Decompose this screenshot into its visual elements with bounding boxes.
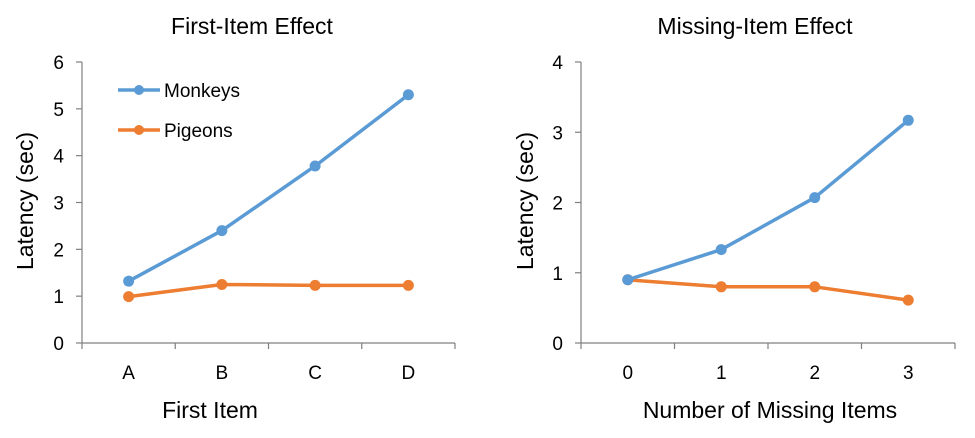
data-point-pigeons (309, 279, 321, 291)
legend-label-pigeons: Pigeons (164, 121, 233, 142)
data-point-monkeys (402, 89, 414, 101)
x-tick-label: D (402, 363, 416, 384)
legend-marker-monkeys (134, 85, 144, 95)
x-axis-label: First Item (162, 397, 258, 423)
data-point-pigeons (715, 281, 727, 293)
data-point-monkeys (216, 225, 228, 237)
y-tick-label: 2 (552, 194, 563, 215)
axes: 0 1 2 3 4 0 1 2 3 (552, 53, 956, 384)
x-axis-label: Number of Missing Items (643, 397, 897, 423)
x-tick-label: 0 (622, 363, 633, 384)
series-layer (622, 114, 914, 306)
series-line-pigeons (626, 278, 910, 302)
chart-title: First-Item Effect (171, 13, 333, 39)
chart-missing-item-effect: Missing-Item Effect Number of Missing It… (512, 13, 956, 423)
y-tick-label: 2 (53, 240, 64, 261)
series-line-pigeons (126, 282, 411, 299)
data-point-pigeons (902, 294, 914, 306)
data-point-monkeys (622, 274, 634, 286)
legend: Monkeys Pigeons (118, 81, 240, 142)
data-point-monkeys (309, 160, 321, 172)
series-line-monkeys (126, 93, 411, 283)
data-point-monkeys (715, 244, 727, 256)
y-tick-label: 0 (552, 334, 563, 355)
y-tick-label: 6 (53, 53, 64, 74)
data-point-pigeons (402, 279, 414, 291)
data-point-pigeons (123, 291, 135, 303)
x-tick-label: 2 (809, 363, 820, 384)
data-point-monkeys (123, 275, 135, 287)
legend-marker-pigeons (134, 125, 144, 135)
y-tick-label: 0 (53, 334, 64, 355)
y-tick-label: 1 (552, 264, 563, 285)
x-tick-label: 1 (716, 363, 727, 384)
y-axis-label: Latency (sec) (12, 132, 38, 270)
data-point-pigeons (216, 278, 228, 290)
series-layer (123, 89, 414, 303)
y-tick-label: 4 (53, 147, 64, 168)
x-tick-label: B (216, 363, 229, 384)
data-point-monkeys (809, 192, 821, 204)
chart-title: Missing-Item Effect (657, 13, 853, 39)
x-tick-label: C (308, 363, 322, 384)
legend-label-monkeys: Monkeys (164, 81, 240, 102)
x-tick-label: 3 (903, 363, 914, 384)
axes: 0 1 2 3 4 5 6 A B C D (53, 53, 456, 384)
data-point-pigeons (809, 281, 821, 293)
chart-first-item-effect: First-Item Effect First Item Latency (se… (12, 13, 456, 423)
y-tick-label: 3 (53, 194, 64, 215)
y-tick-label: 3 (552, 123, 563, 144)
series-line-monkeys (626, 118, 910, 282)
y-tick-label: 5 (53, 100, 64, 121)
x-tick-label: A (122, 363, 135, 384)
data-point-monkeys (902, 114, 914, 126)
y-tick-label: 1 (53, 287, 64, 308)
y-tick-label: 4 (552, 53, 563, 74)
y-axis-label: Latency (sec) (512, 132, 538, 270)
